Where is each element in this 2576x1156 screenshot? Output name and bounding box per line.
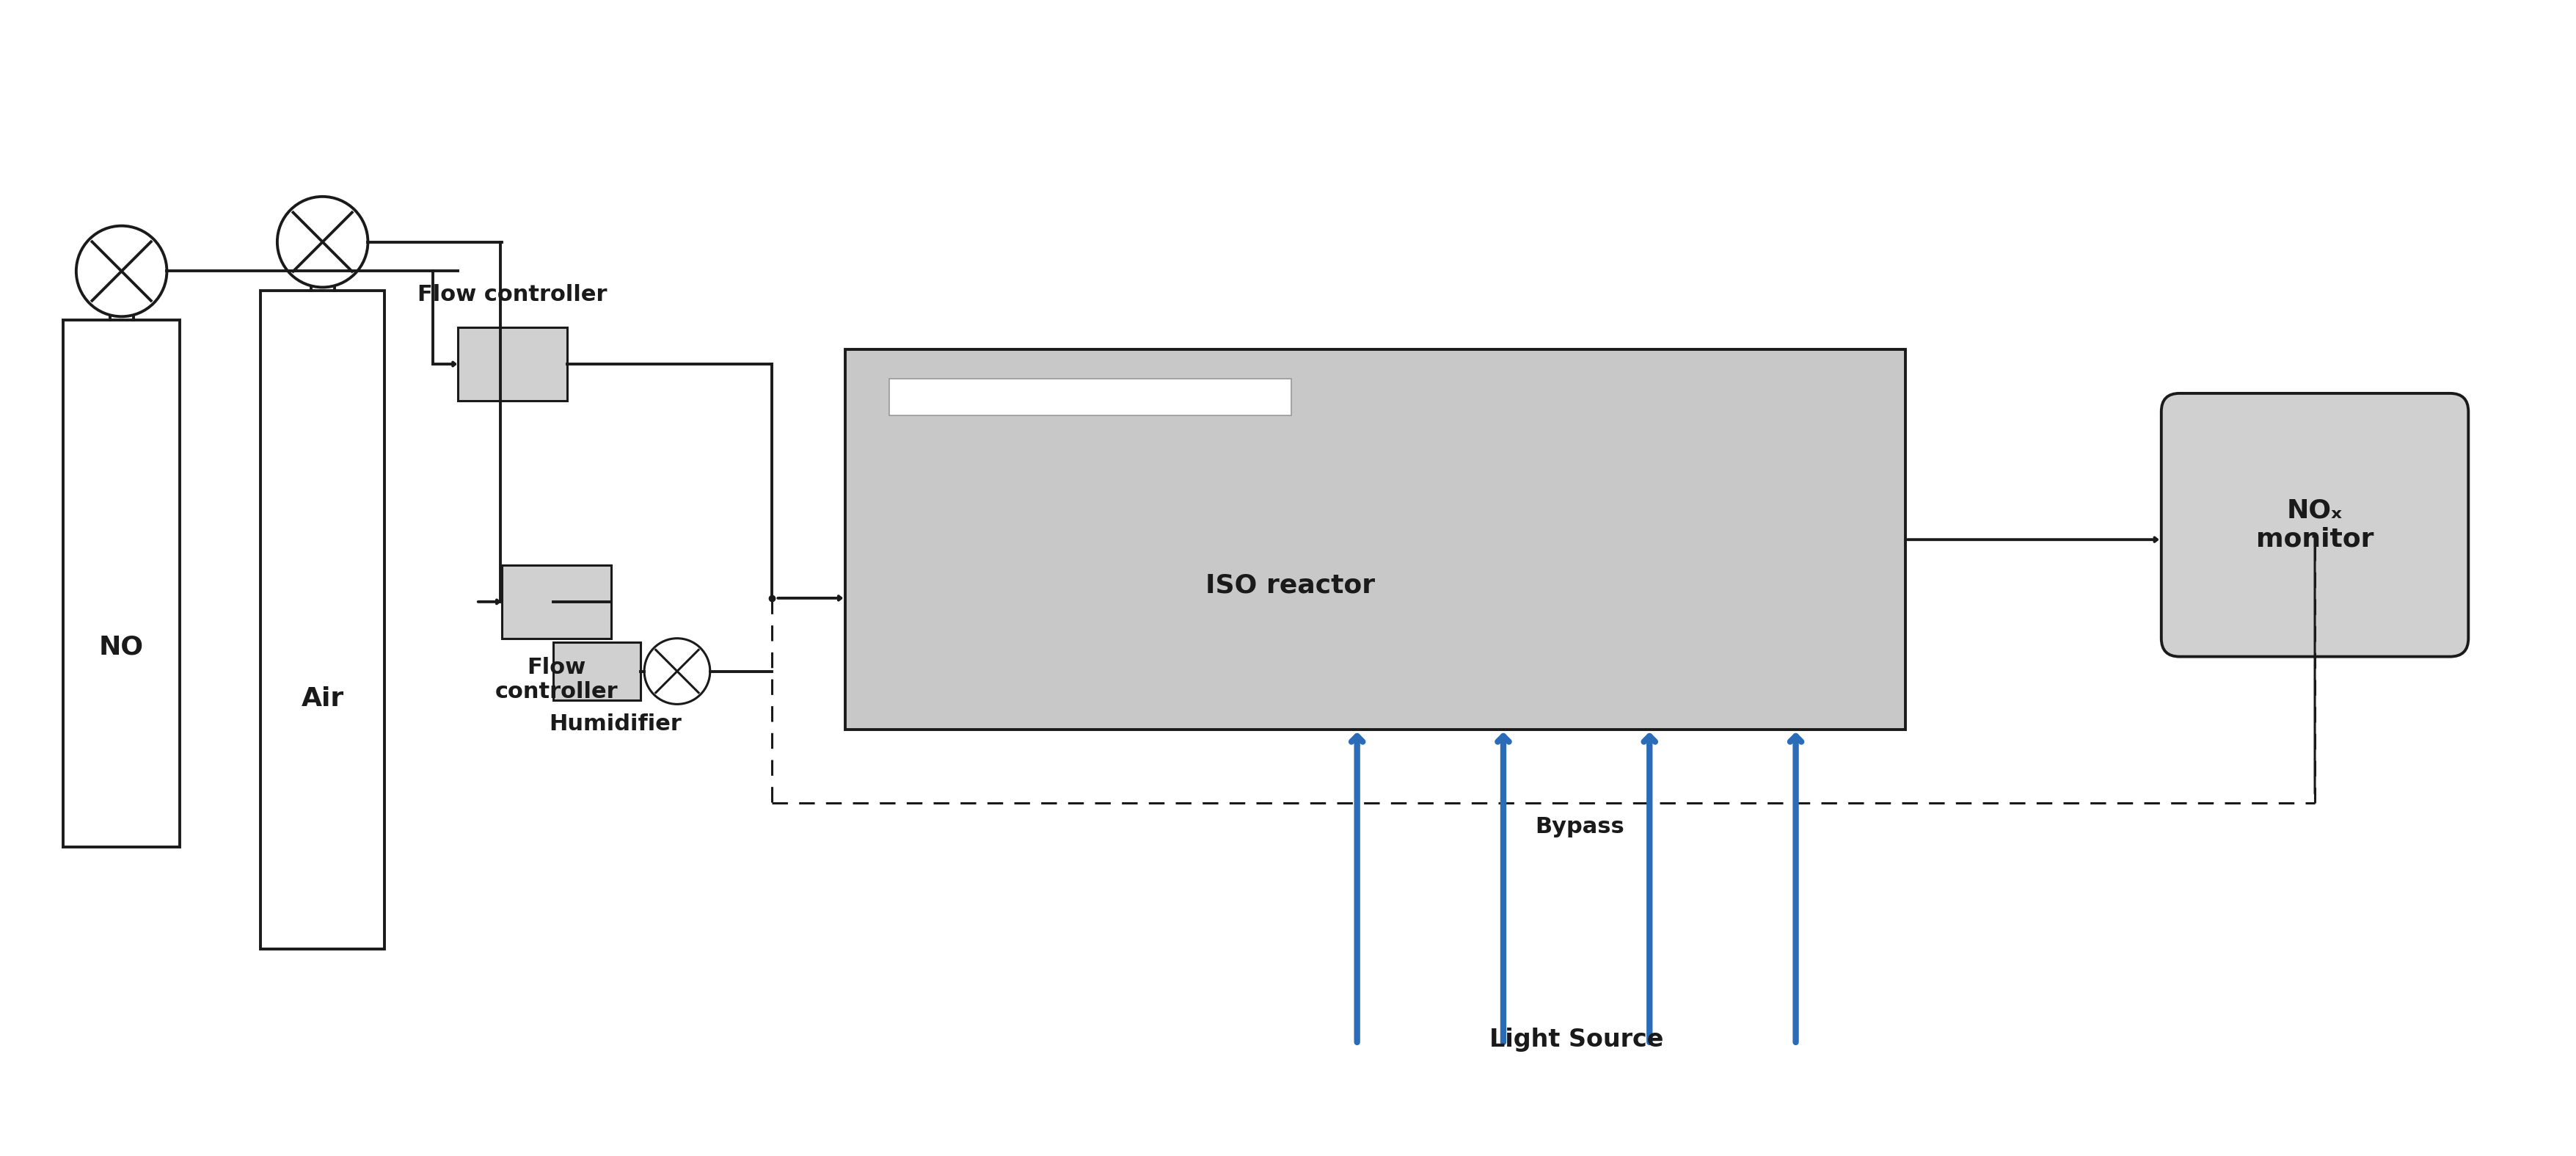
Text: Humidifier: Humidifier: [549, 713, 683, 735]
Text: ISO reactor: ISO reactor: [1206, 572, 1376, 598]
FancyBboxPatch shape: [889, 379, 1291, 415]
FancyBboxPatch shape: [62, 320, 180, 847]
FancyBboxPatch shape: [502, 565, 611, 638]
Text: NO: NO: [98, 635, 144, 659]
FancyBboxPatch shape: [459, 327, 567, 401]
FancyBboxPatch shape: [2161, 393, 2468, 657]
Text: Air: Air: [301, 687, 345, 712]
Text: Light Source: Light Source: [1489, 1028, 1664, 1052]
Text: Flow
controller: Flow controller: [495, 657, 618, 703]
Text: Flow controller: Flow controller: [417, 284, 608, 305]
FancyBboxPatch shape: [554, 642, 641, 701]
Text: NOₓ
monitor: NOₓ monitor: [2257, 498, 2372, 551]
FancyBboxPatch shape: [260, 291, 384, 949]
FancyBboxPatch shape: [845, 349, 1906, 729]
Text: Bypass: Bypass: [1535, 816, 1625, 837]
